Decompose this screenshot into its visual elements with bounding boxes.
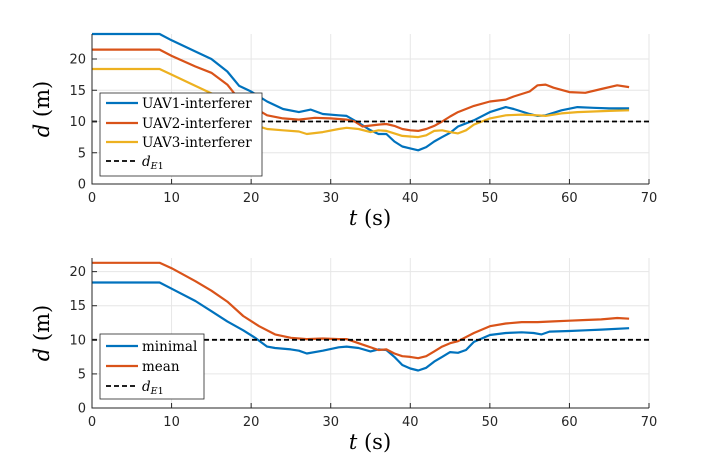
bottom-x-tick-label: 0	[88, 415, 96, 430]
bottom-legend: minimal mean dE1	[99, 333, 205, 400]
top-x-tick-label: 10	[163, 191, 180, 206]
legend-label-mean: mean	[142, 359, 180, 375]
bottom-x-tick-label: 10	[163, 415, 180, 430]
top-y-tick-label: 5	[78, 146, 86, 161]
bottom-ticks: 0 10 20 30 40 50 60 70 0 5 10 15 20	[69, 265, 657, 430]
top-y-axis-label: d (m)	[30, 81, 54, 137]
top-y-tick-label: 20	[69, 53, 86, 68]
top-x-tick-label: 70	[641, 191, 658, 206]
bottom-y-tick-label: 5	[78, 367, 86, 382]
bottom-series-minimal	[92, 281, 630, 372]
legend-label-uav2: UAV2-interferer	[142, 116, 252, 132]
top-x-tick-label: 60	[561, 191, 578, 206]
bottom-x-tick-label: 60	[561, 415, 578, 430]
top-y-tick-label: 10	[69, 115, 86, 130]
top-y-tick-label: 15	[69, 84, 86, 99]
bottom-x-tick-label: 70	[641, 415, 658, 430]
top-legend: UAV1-interferer UAV2-interferer UAV3-int…	[99, 92, 263, 177]
bottom-x-axis-label: t (s)	[349, 430, 391, 454]
top-x-tick-label: 50	[482, 191, 499, 206]
top-x-tick-label: 30	[322, 191, 339, 206]
top-x-tick-label: 40	[402, 191, 419, 206]
legend-label-uav1: UAV1-interferer	[142, 96, 252, 112]
legend-label-uav3: UAV3-interferer	[142, 135, 252, 151]
bottom-y-axis-label: d (m)	[30, 305, 54, 361]
bottom-x-tick-label: 20	[243, 415, 260, 430]
legend-label-de1: dE1	[142, 154, 164, 172]
top-ticks: 0 10 20 30 40 50 60 70 0 5 10 15 20	[69, 53, 657, 207]
legend-label-de1-bottom: dE1	[142, 379, 164, 397]
top-y-tick-label: 0	[78, 178, 86, 193]
bottom-y-tick-label: 10	[69, 333, 86, 348]
bottom-series-mean	[92, 261, 630, 360]
top-x-tick-label: 0	[88, 191, 96, 206]
bottom-x-tick-label: 50	[482, 415, 499, 430]
bottom-y-tick-label: 0	[78, 402, 86, 417]
top-x-tick-label: 20	[243, 191, 260, 206]
bottom-x-tick-label: 30	[322, 415, 339, 430]
legend-label-minimal: minimal	[142, 339, 197, 355]
bottom-panel: 0 10 20 30 40 50 60 70 0 5 10 15 20 t (s) d (m) mini…	[30, 258, 657, 454]
top-x-axis-label: t (s)	[349, 206, 391, 230]
top-legend-box	[99, 92, 263, 177]
bottom-x-tick-label: 40	[402, 415, 419, 430]
bottom-y-tick-label: 15	[69, 299, 86, 314]
bottom-y-tick-label: 20	[69, 265, 86, 280]
top-panel: 0 10 20 30 40 50 60 70 0 5 10 15 20 t (s) d (m) UAV1…	[30, 32, 657, 230]
